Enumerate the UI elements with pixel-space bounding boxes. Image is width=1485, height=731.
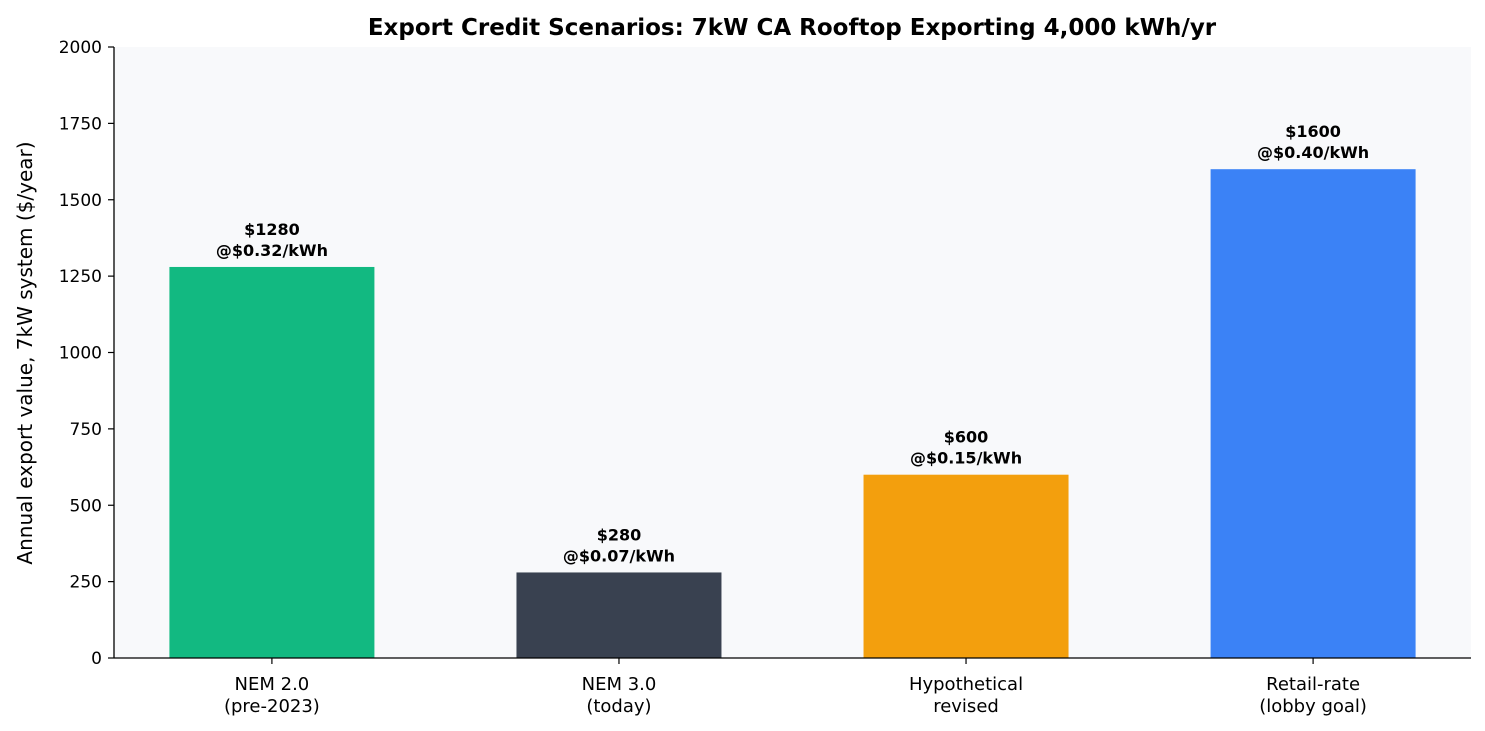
bar-3: [1210, 169, 1416, 658]
y-tick-label: 250: [70, 573, 102, 593]
x-tick-label: NEM 3.0 (today): [582, 674, 657, 717]
chart-title: Export Credit Scenarios: 7kW CA Rooftop …: [368, 15, 1217, 41]
y-tick-label: 0: [91, 649, 102, 669]
y-tick-label: 1500: [59, 191, 102, 211]
y-tick-label: 500: [70, 496, 102, 516]
y-tick-label: 1750: [59, 114, 102, 134]
bar-0: [169, 266, 375, 658]
bar-value-label: $600 @$0.15/kWh: [910, 428, 1022, 468]
x-tick-label: Retail-rate (lobby goal): [1259, 674, 1367, 717]
y-tick-label: 750: [70, 420, 102, 440]
bar-value-label: $1280 @$0.32/kWh: [216, 220, 328, 260]
y-tick-label: 2000: [59, 38, 102, 58]
bar-value-label: $1600 @$0.40/kWh: [1257, 122, 1369, 162]
y-axis-label: Annual export value, 7kW system ($/year): [13, 141, 37, 564]
bar-2: [863, 474, 1069, 658]
y-tick-label: 1000: [59, 344, 102, 364]
y-tick-label: 1250: [59, 267, 102, 287]
x-tick-label: Hypothetical revised: [909, 674, 1023, 717]
bar-1: [516, 572, 722, 658]
bar-value-label: $280 @$0.07/kWh: [563, 525, 675, 565]
x-tick-label: NEM 2.0 (pre-2023): [224, 674, 320, 717]
